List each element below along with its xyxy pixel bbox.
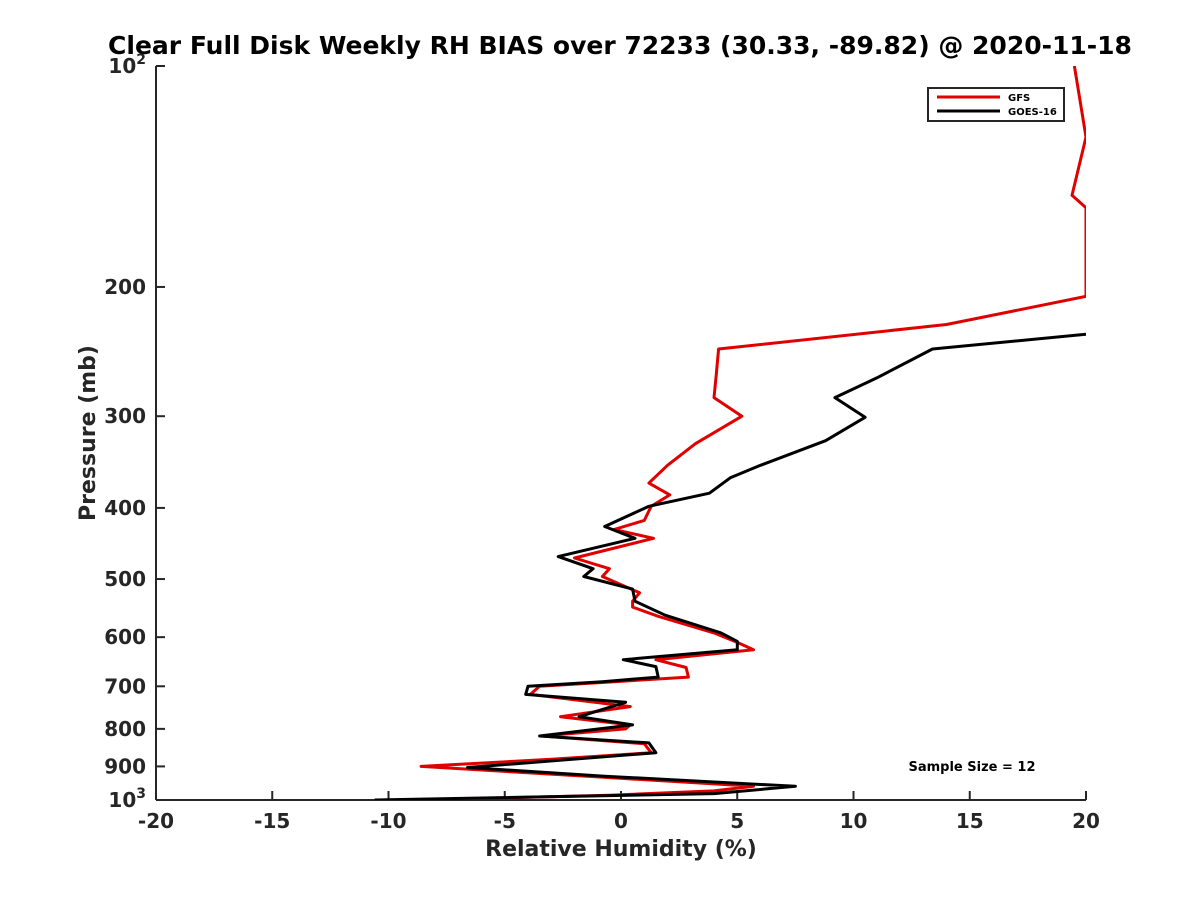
x-tick-label: -15 xyxy=(254,809,290,833)
x-tick-label: -10 xyxy=(370,809,406,833)
x-tick-label: 20 xyxy=(1072,809,1100,833)
y-tick-label: 700 xyxy=(104,674,146,698)
y-tick-label: 300 xyxy=(104,404,146,428)
chart-title: Clear Full Disk Weekly RH BIAS over 7223… xyxy=(108,31,1132,60)
x-tick-label: -5 xyxy=(494,809,516,833)
x-tick-label: 15 xyxy=(956,809,984,833)
legend-box xyxy=(927,87,1065,122)
series-line-gfs xyxy=(418,66,1086,800)
legend: GFS GOES-16 xyxy=(927,87,1065,122)
y-axis-label: Pressure (mb) xyxy=(76,345,101,521)
legend-entry: GOES-16 xyxy=(1008,107,1057,118)
x-axis-label: Relative Humidity (%) xyxy=(485,837,757,862)
y-tick-label: 200 xyxy=(104,275,146,299)
x-tick-label: 5 xyxy=(730,809,744,833)
y-tick-label: 600 xyxy=(104,625,146,649)
plot-series xyxy=(374,66,1086,800)
legend-entry: GFS xyxy=(1008,93,1030,104)
x-tick-label: 0 xyxy=(614,809,628,833)
x-tick-label: 10 xyxy=(840,809,868,833)
y-tick-label: 103 xyxy=(108,786,146,812)
y-tick-label: 102 xyxy=(108,52,146,78)
y-tick-label: 500 xyxy=(104,567,146,591)
series-line-goes-16 xyxy=(374,332,1086,800)
y-tick-label: 900 xyxy=(104,754,146,778)
x-tick-label: -20 xyxy=(138,809,174,833)
axes: -20 -15 -10 -5 0 5 10 15 20 102 200 300 400 500 600 700… xyxy=(104,52,1100,833)
y-tick-label: 400 xyxy=(104,496,146,520)
sample-size-annotation: Sample Size = 12 xyxy=(908,760,1035,775)
y-tick-label: 800 xyxy=(104,717,146,741)
